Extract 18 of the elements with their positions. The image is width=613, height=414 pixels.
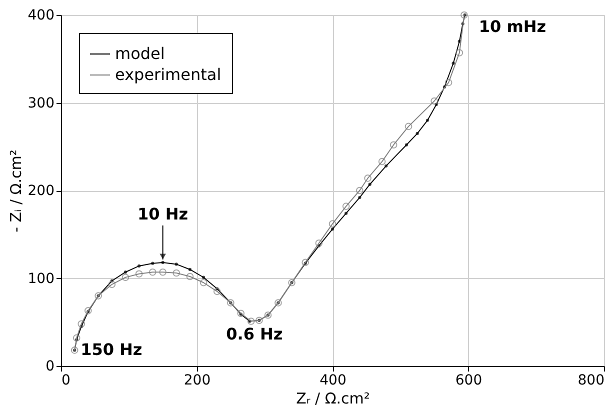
x-tick-label: 200	[184, 372, 211, 388]
x-axis-title: Zᵣ / Ω.cm²	[296, 390, 370, 408]
x-tick-label: 400	[320, 372, 346, 388]
y-tick-label: 100	[28, 270, 54, 287]
annotation: 150 Hz	[80, 340, 142, 360]
y-axis-title: - Zᵢ / Ω.cm²	[6, 150, 25, 232]
annotation: 0.6 Hz	[226, 324, 283, 344]
legend-label: experimental	[115, 65, 222, 84]
y-tick-label: 0	[46, 358, 54, 374]
y-tick-label: 200	[28, 183, 54, 199]
annotation: 10 Hz	[138, 204, 188, 224]
y-tick-label: 400	[28, 8, 54, 24]
x-tick-label: 800	[578, 372, 604, 388]
x-tick-label: 600	[455, 372, 482, 388]
x-tick-label: 0	[62, 372, 70, 388]
annotation: 10 mHz	[478, 17, 546, 36]
legend-label: model	[115, 44, 165, 63]
y-tick-label: 300	[28, 95, 54, 112]
